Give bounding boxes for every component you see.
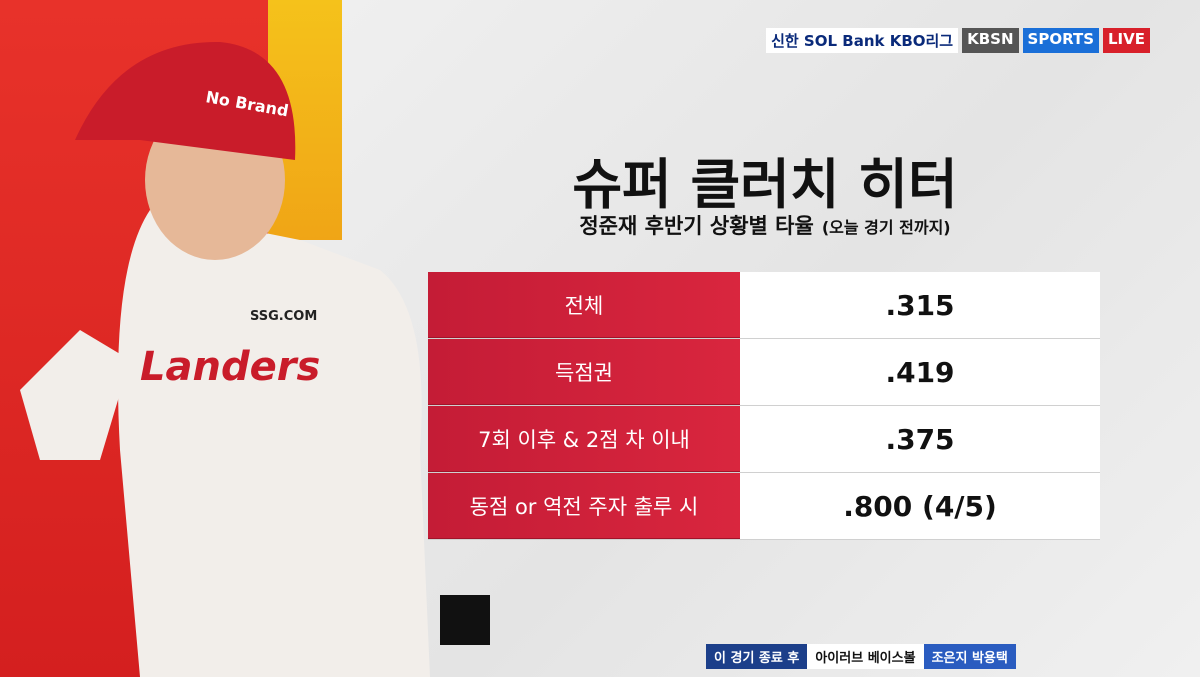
stat-table: 전체 .315 득점권 .419 7회 이후 & 2점 차 이내 .375 동점 or 역전… [428, 272, 1100, 540]
team-text: Landers [140, 344, 320, 390]
sponsor-text: SSG.COM [250, 309, 317, 324]
player-photo: No Brand SSG.COM Landers [20, 41, 490, 677]
table-row: 7회 이후 & 2점 차 이내 .375 [428, 406, 1100, 473]
footer: 이 경기 종료 후 아이러브 베이스볼 조은지 박용택 [706, 643, 1016, 669]
footer-hosts: 조은지 박용택 [923, 643, 1016, 669]
table-row: 득점권 .419 [428, 339, 1100, 406]
note: (오늘 경기 전까지) [821, 218, 951, 237]
batting-average: .800 (4/5) [740, 473, 1100, 539]
subtitle: 정준재 후반기 상황별 타율 [579, 214, 814, 238]
table-row: 동점 or 역전 주자 출루 시 .800 (4/5) [428, 473, 1100, 540]
channel: SPORTS [1022, 28, 1099, 53]
batting-average: .315 [740, 272, 1100, 338]
batting-average: .419 [740, 339, 1100, 405]
footer-when: 이 경기 종료 후 [706, 643, 808, 669]
live-badge: LIVE [1103, 28, 1150, 53]
situation: 동점 or 역전 주자 출루 시 [428, 473, 740, 539]
league-logo: 신한 SOL Bank KBO리그 [766, 28, 959, 53]
situation: 7회 이후 & 2점 차 이내 [428, 406, 740, 472]
table-row: 전체 .315 [428, 272, 1100, 339]
network: KBSN [962, 28, 1019, 53]
batting-average: .375 [740, 406, 1100, 472]
title: 슈퍼 클러치 히터 [572, 153, 958, 216]
footer-program: 아이러브 베이스볼 [807, 643, 924, 669]
subtitle-line: 정준재 후반기 상황별 타율 (오늘 경기 전까지) [430, 210, 1100, 240]
situation: 전체 [428, 272, 740, 338]
broadcast-logo: 신한 SOL Bank KBO리그 KBSN SPORTS LIVE [766, 28, 1150, 53]
situation: 득점권 [428, 339, 740, 405]
